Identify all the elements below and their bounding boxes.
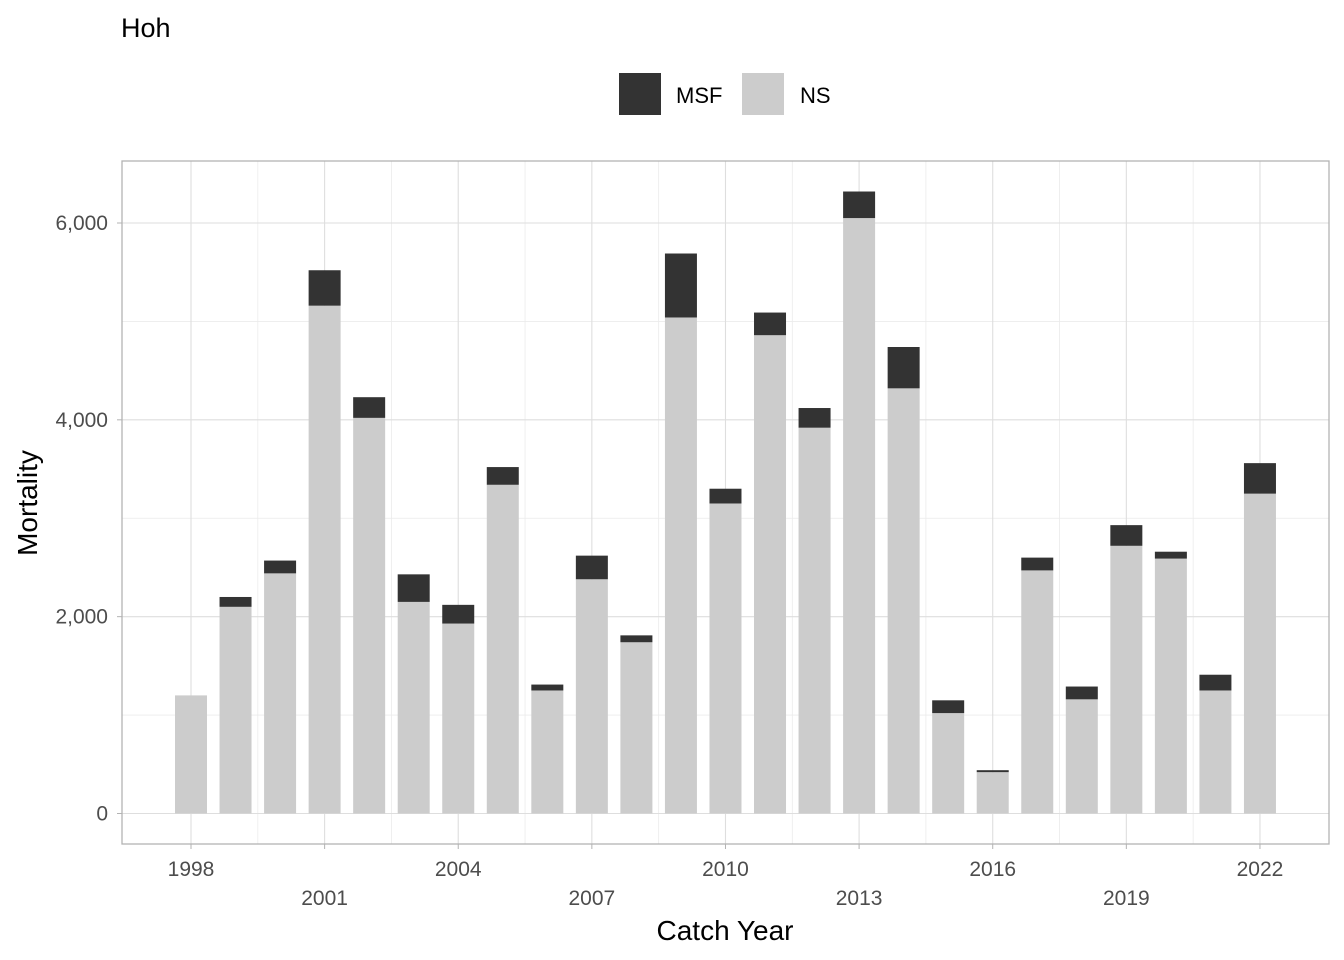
bar-ns-2002 [353, 417, 386, 814]
bar-msf-2009 [664, 253, 697, 318]
bar-msf-2018 [1065, 686, 1098, 700]
bar-ns-2007 [575, 579, 608, 814]
bar-ns-2020 [1154, 558, 1187, 814]
bar-ns-2006 [531, 690, 564, 814]
bar-msf-2003 [397, 574, 430, 602]
bar-msf-2002 [353, 397, 386, 418]
bar-msf-2022 [1243, 463, 1276, 494]
y-tick-label: 0 [96, 802, 108, 825]
chart-title: Hoh [121, 13, 171, 43]
bar-msf-2000 [264, 560, 297, 574]
bar-msf-2007 [575, 555, 608, 580]
x-tick-label: 2007 [569, 887, 616, 910]
x-axis-title: Catch Year [657, 915, 794, 946]
bar-msf-2014 [887, 347, 920, 389]
bar-ns-2018 [1065, 699, 1098, 814]
bar-msf-2020 [1154, 551, 1187, 559]
bar-ns-2008 [620, 642, 653, 814]
bar-msf-2005 [486, 467, 519, 485]
bar-msf-2010 [709, 488, 742, 504]
bar-ns-2013 [843, 218, 876, 814]
bar-msf-2004 [442, 604, 475, 624]
x-tick-label: 2019 [1103, 887, 1150, 910]
bar-msf-2019 [1110, 525, 1143, 546]
bar-msf-2001 [308, 270, 341, 306]
bar-ns-2005 [486, 484, 519, 814]
y-axis-title: Mortality [12, 450, 43, 556]
x-tick-label: 2001 [301, 887, 348, 910]
bar-msf-2006 [531, 684, 564, 691]
bar-ns-2014 [887, 388, 920, 814]
x-tick-label: 2010 [702, 858, 749, 881]
legend-label-msf: MSF [676, 83, 722, 108]
legend-key-msf [619, 73, 661, 115]
legend: MSF NS [619, 73, 831, 115]
bar-msf-2016 [976, 770, 1009, 773]
bar-ns-1998 [175, 695, 207, 814]
plot-area: 0 2,000 4,000 6,000 1998 2004 2010 2016 2022 200… [55, 160, 1330, 910]
x-tick-label: 2022 [1237, 858, 1284, 881]
bar-ns-2003 [397, 601, 430, 814]
bar-ns-2004 [442, 623, 475, 814]
bar-ns-2017 [1021, 570, 1054, 814]
legend-label-ns: NS [800, 83, 831, 108]
bars [175, 191, 1276, 814]
bar-ns-2022 [1243, 493, 1276, 814]
x-tick-label: 2013 [836, 887, 883, 910]
y-axis-ticks: 0 2,000 4,000 6,000 [55, 212, 122, 825]
bar-ns-2000 [264, 573, 297, 814]
y-tick-label: 4,000 [55, 409, 108, 432]
bar-ns-2019 [1110, 545, 1143, 814]
bar-ns-2010 [709, 503, 742, 814]
bar-msf-2008 [620, 635, 653, 643]
y-tick-label: 6,000 [55, 212, 108, 235]
bar-ns-2001 [308, 305, 341, 814]
y-tick-label: 2,000 [55, 606, 108, 629]
legend-key-ns [742, 73, 784, 115]
x-tick-label: 2016 [969, 858, 1016, 881]
bar-msf-2015 [932, 700, 965, 714]
bar-msf-2017 [1021, 557, 1054, 571]
bar-msf-1999 [219, 596, 252, 607]
bar-msf-2021 [1199, 674, 1232, 691]
bar-msf-2013 [843, 191, 876, 219]
bar-ns-1999 [219, 606, 252, 814]
x-tick-label: 2004 [435, 858, 482, 881]
bar-ns-2009 [664, 317, 697, 814]
bar-ns-2021 [1199, 690, 1232, 814]
x-axis-ticks: 1998 2004 2010 2016 2022 2001 2007 2013 2019 [168, 844, 1284, 910]
bar-msf-2011 [754, 312, 787, 336]
bar-ns-2016 [976, 772, 1009, 814]
bar-ns-2012 [798, 427, 831, 814]
bar-ns-2015 [932, 713, 965, 814]
bar-msf-2012 [798, 408, 831, 428]
x-tick-label: 1998 [168, 858, 215, 881]
bar-ns-2011 [754, 335, 787, 814]
